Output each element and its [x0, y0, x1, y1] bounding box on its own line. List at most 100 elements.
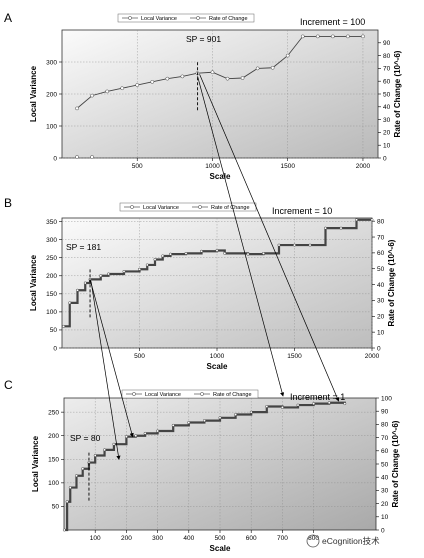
rate-point	[90, 155, 94, 159]
y-left-tick-label: 200	[46, 91, 57, 98]
data-point	[280, 405, 284, 409]
legend-entry: Local Variance	[141, 16, 177, 22]
data-point	[75, 474, 78, 478]
data-point	[76, 288, 79, 292]
sp-annotation: SP = 80	[70, 433, 101, 443]
legend: Local Variance Rate of Change	[121, 389, 259, 399]
data-point	[223, 251, 227, 255]
data-point	[315, 34, 320, 39]
y-left-tick-label: 150	[48, 457, 59, 464]
y-left-tick-label: 50	[50, 327, 58, 334]
data-point	[161, 254, 165, 258]
legend-marker	[200, 392, 204, 396]
data-point	[255, 66, 260, 71]
x-tick-label: 1500	[287, 353, 302, 360]
x-tick-label: 100	[90, 535, 101, 542]
x-tick-label: 1500	[280, 163, 295, 170]
y-right-tick-label: 100	[381, 395, 392, 402]
legend-entry: Rate of Change	[213, 392, 252, 398]
y-right-tick-label: 20	[383, 130, 391, 137]
x-axis-title: Scale	[210, 544, 231, 553]
y-right-tick-label: 0	[383, 155, 387, 162]
x-tick-label: 300	[152, 535, 163, 542]
legend: Local Variance Rate of Change	[119, 202, 257, 212]
data-point	[370, 218, 374, 222]
panel-letter: C	[4, 378, 13, 392]
y-right-axis-title: Rate of Change (10^-6)	[393, 50, 402, 137]
y-right-tick-label: 90	[383, 40, 391, 47]
x-tick-label: 200	[121, 535, 132, 542]
data-point	[234, 413, 238, 416]
y-right-tick-label: 70	[377, 234, 385, 241]
data-point	[262, 251, 265, 255]
series-line	[76, 35, 363, 109]
data-point	[312, 402, 316, 406]
y-right-tick-label: 50	[377, 266, 385, 273]
y-right-tick-label: 10	[383, 143, 391, 150]
data-point	[210, 70, 215, 75]
chart-panel-a: A 500 1000 1500 2000 0 100 200 300 0 10 20 30 40 50 60 7…	[4, 11, 402, 181]
watermark-text: eCognition技术	[322, 536, 380, 546]
data-point	[169, 252, 172, 256]
data-point	[184, 251, 188, 255]
data-point	[122, 269, 126, 273]
x-tick-label: 600	[246, 535, 257, 542]
x-tick-label: 500	[134, 353, 145, 360]
panel-letter: B	[4, 196, 12, 210]
data-point	[202, 419, 206, 423]
y-left-tick-label: 100	[48, 480, 59, 487]
data-point	[324, 226, 327, 230]
data-point	[285, 53, 290, 58]
y-right-tick-label: 0	[381, 527, 385, 534]
panel-letter: A	[4, 11, 12, 25]
data-point	[124, 435, 128, 439]
data-point	[143, 431, 147, 435]
data-point	[215, 249, 219, 252]
data-point	[65, 500, 69, 504]
legend-entry: Local Variance	[145, 392, 181, 398]
x-tick-label: 1000	[210, 353, 225, 360]
legend-marker	[130, 205, 134, 209]
legend-marker	[196, 16, 200, 20]
data-point	[200, 249, 203, 253]
x-tick-label: 500	[132, 163, 143, 170]
connector-arrow	[90, 281, 121, 460]
data-point	[83, 281, 87, 285]
y-right-tick-label: 40	[383, 104, 391, 111]
data-point	[81, 467, 85, 471]
y-left-tick-label: 150	[46, 291, 57, 298]
x-tick-label: 2000	[365, 353, 380, 360]
data-point	[103, 448, 107, 452]
y-right-tick-label: 10	[377, 329, 385, 336]
y-left-tick-label: 250	[46, 255, 57, 262]
y-left-tick-label: 200	[48, 433, 59, 440]
data-point	[105, 89, 109, 94]
data-point	[135, 83, 140, 87]
y-left-tick-label: 350	[46, 219, 57, 226]
sp-annotation: SP = 901	[186, 34, 221, 44]
y-left-tick-label: 50	[52, 504, 60, 511]
y-right-tick-label: 0	[377, 345, 381, 352]
y-right-tick-label: 50	[381, 461, 389, 468]
legend-box	[121, 389, 259, 399]
data-point	[293, 243, 296, 247]
y-left-tick-label: 300	[46, 237, 57, 244]
data-point	[355, 218, 358, 222]
y-right-tick-label: 30	[381, 488, 389, 495]
data-point	[75, 106, 79, 111]
y-right-axis-title: Rate of Change (10^-6)	[391, 420, 400, 507]
data-point	[308, 243, 312, 247]
y-right-tick-label: 80	[383, 53, 391, 60]
data-point	[134, 434, 138, 438]
data-point	[327, 401, 331, 405]
data-point	[265, 405, 269, 408]
data-point	[180, 74, 185, 79]
y-left-tick-label: 0	[53, 345, 57, 352]
data-point	[93, 454, 97, 457]
legend-marker	[128, 16, 132, 20]
data-point	[112, 442, 116, 446]
y-left-tick-label: 100	[46, 309, 57, 316]
data-point	[156, 429, 160, 433]
y-right-tick-label: 80	[377, 218, 385, 225]
